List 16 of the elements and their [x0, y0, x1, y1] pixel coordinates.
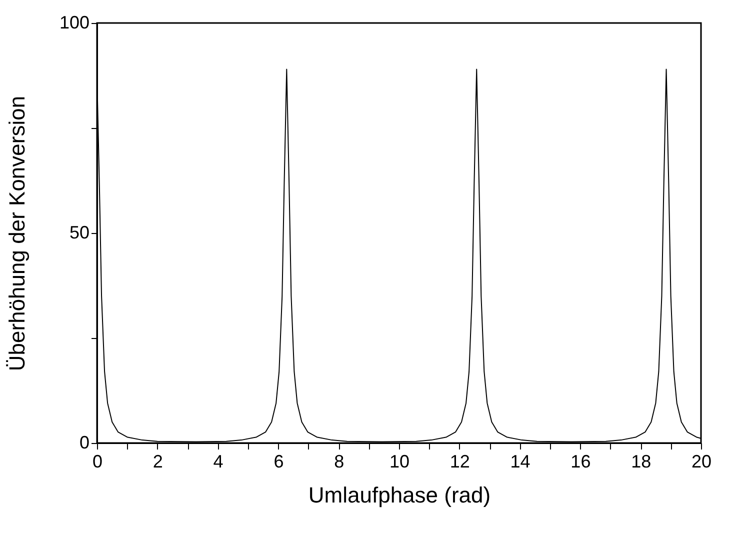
y-tick-label: 0	[79, 432, 90, 452]
x-tick-label: 8	[334, 452, 344, 472]
x-tick-label: 20	[691, 452, 712, 472]
x-tick-label: 18	[631, 452, 652, 472]
x-tick-label: 10	[389, 452, 410, 472]
x-tick-label: 0	[92, 452, 103, 472]
x-tick-label: 4	[213, 452, 224, 472]
y-axis-title: Überhöhung der Konversion	[4, 96, 30, 372]
x-tick-label: 14	[510, 452, 530, 472]
y-tick-label: 50	[69, 222, 90, 242]
x-tick-label: 12	[450, 452, 470, 472]
x-tick-label: 16	[570, 452, 591, 472]
x-axis-title: Umlaufphase (rad)	[308, 482, 491, 508]
y-tick-label: 100	[59, 12, 90, 32]
x-tick-label: 2	[152, 452, 163, 472]
x-tick-label: 6	[274, 452, 284, 472]
